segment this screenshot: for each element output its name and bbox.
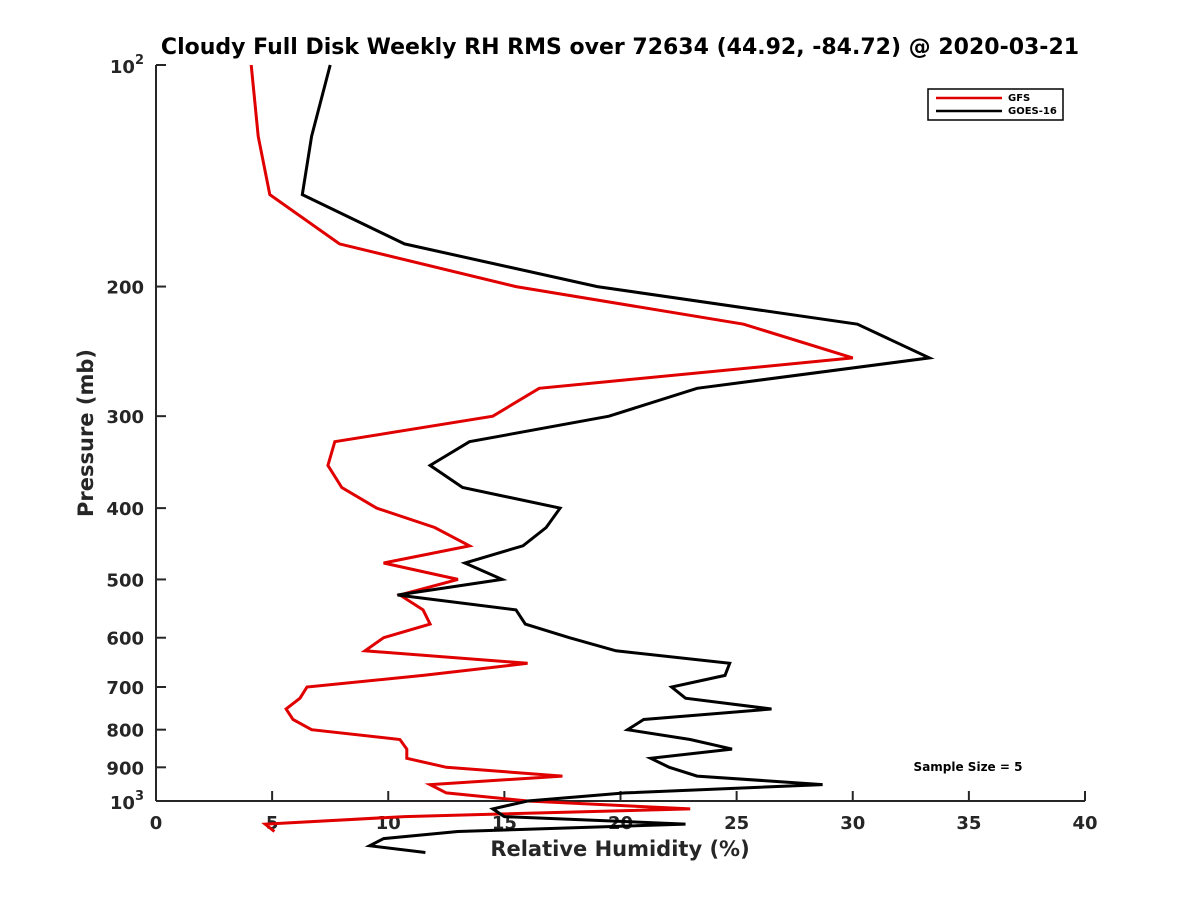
x-tick-label: 30 bbox=[840, 813, 865, 834]
y-tick-label: 400 bbox=[106, 499, 144, 520]
legend: GFS GOES-16 bbox=[927, 88, 1064, 121]
x-axis-label: Relative Humidity (%) bbox=[490, 837, 749, 861]
legend-label-gfs: GFS bbox=[1008, 93, 1030, 104]
x-tick-label: 25 bbox=[724, 813, 749, 834]
legend-box bbox=[927, 88, 1064, 121]
x-tick-label: 40 bbox=[1072, 813, 1097, 834]
y-tick-label-power: 102 bbox=[110, 53, 144, 78]
y-tick-label: 300 bbox=[106, 407, 144, 428]
x-tick-label: 35 bbox=[956, 813, 981, 834]
y-tick-label: 500 bbox=[106, 570, 144, 591]
y-tick-label: 800 bbox=[106, 721, 144, 742]
x-tick-label: 0 bbox=[150, 813, 163, 834]
y-tick-label: 700 bbox=[106, 678, 144, 699]
x-tick-label: 20 bbox=[608, 813, 633, 834]
y-tick-exponent: 2 bbox=[135, 53, 144, 68]
y-tick-label-power: 103 bbox=[110, 789, 144, 814]
series-line-gfs bbox=[249, 64, 854, 833]
y-tick-label: 900 bbox=[106, 758, 144, 779]
y-tick-exponent: 3 bbox=[135, 789, 144, 804]
y-tick-label: 200 bbox=[106, 278, 144, 299]
sample-size-annotation: Sample Size = 5 bbox=[914, 760, 1023, 774]
series-group bbox=[249, 64, 935, 854]
legend-label-goes16: GOES-16 bbox=[1008, 106, 1057, 117]
y-tick-base: 10 bbox=[110, 57, 135, 78]
y-tick-label: 600 bbox=[106, 629, 144, 650]
series-line-goes16 bbox=[300, 64, 935, 854]
x-ticks: 0 5 10 15 20 25 30 35 40 bbox=[150, 791, 1098, 834]
y-tick-base: 10 bbox=[110, 793, 135, 814]
chart-title: Cloudy Full Disk Weekly RH RMS over 7263… bbox=[161, 35, 1079, 60]
y-axis-label: Pressure (mb) bbox=[74, 349, 98, 517]
